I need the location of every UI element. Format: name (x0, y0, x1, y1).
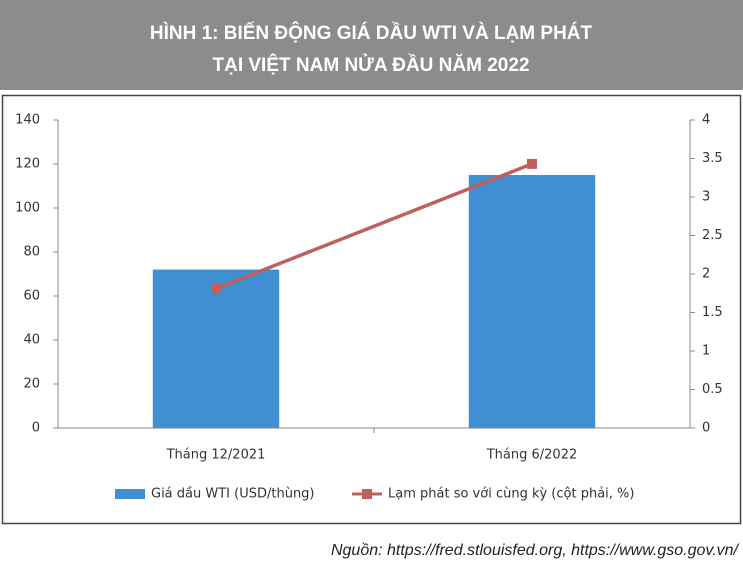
y-tick-label: 0 (32, 421, 40, 436)
line-marker (211, 283, 221, 294)
x-tick-label: Tháng 12/2021 (166, 448, 266, 463)
y2-tick-label: 1 (702, 344, 710, 359)
y-tick-label: 20 (23, 377, 40, 392)
source: Nguồn: https://fred.stlouisfed.org, http… (331, 542, 740, 559)
legend-label: Lạm phát so với cùng kỳ (cột phải, %) (388, 487, 634, 502)
y2-tick-label: 2 (702, 267, 710, 282)
y2-tick-label: 3 (702, 190, 710, 205)
y-tick-label: 120 (15, 157, 40, 172)
y2-tick-label: 3.5 (702, 151, 723, 166)
bar (468, 175, 596, 428)
y2-tick-label: 1.5 (702, 305, 723, 320)
legend-swatch (362, 489, 372, 499)
bar (152, 269, 280, 428)
chart-frame (1, 94, 742, 525)
y-tick-label: 100 (15, 201, 40, 216)
x-tick-label: Tháng 6/2022 (486, 448, 578, 463)
legend-label: Giá dầu WTI (USD/thùng) (151, 487, 315, 502)
chart-title: HÌNH 1: BIẾN ĐỘNG GIÁ DẦU WTI VÀ LẠM PHÁ… (150, 22, 593, 44)
title-banner (0, 0, 743, 90)
line-marker (527, 158, 537, 169)
y-tick-label: 80 (23, 245, 40, 260)
y2-tick-label: 4 (702, 113, 710, 128)
y2-tick-label: 2.5 (702, 228, 723, 243)
legend-swatch (115, 489, 145, 499)
line (215, 162, 533, 291)
y2-tick-label: 0 (702, 421, 710, 436)
chart-title: TẠI VIỆT NAM NỬA ĐẦU NĂM 2022 (213, 54, 530, 76)
y2-tick-label: 0.5 (702, 382, 723, 397)
y-tick-label: 60 (23, 289, 40, 304)
y-tick-label: 140 (15, 113, 40, 128)
y-tick-label: 40 (23, 333, 40, 348)
